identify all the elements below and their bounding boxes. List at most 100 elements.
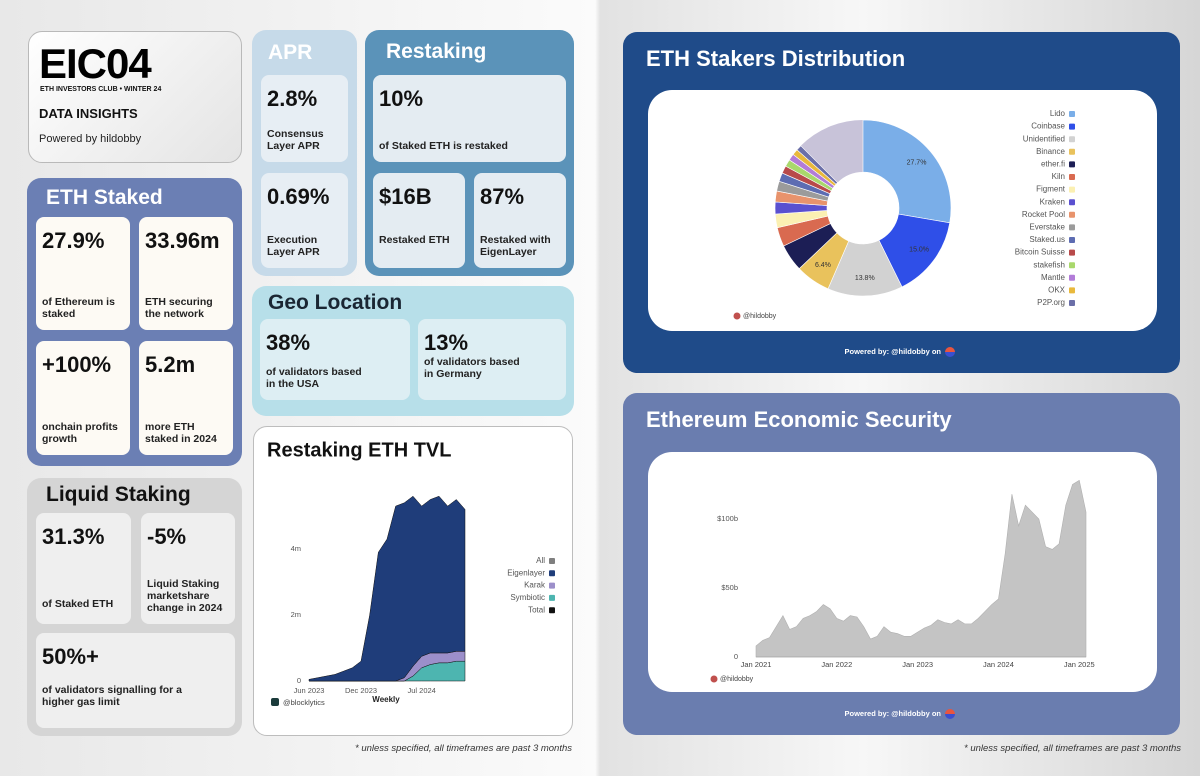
stat-tile: $16B Restaked ETH	[373, 173, 465, 268]
y-tick-label: 0	[297, 676, 301, 685]
stat-tile: 27.9% of Ethereum is staked	[36, 217, 130, 330]
legend-swatch	[1069, 274, 1075, 281]
stat-label: Execution Layer APR	[267, 234, 320, 258]
legend-swatch	[1069, 300, 1075, 306]
stat-value: -5%	[147, 524, 187, 549]
stat-tile: 87% Restaked with EigenLayer	[474, 173, 566, 268]
y-tick-label: 4m	[291, 544, 301, 553]
legend-swatch	[1069, 161, 1075, 168]
pie-card: ETH Stakers Distribution @hildobby Power…	[623, 32, 1180, 373]
logo-icon	[945, 709, 955, 714]
legend-label: Total	[528, 605, 545, 614]
data-label: 13.8%	[855, 275, 875, 282]
data-label: 15.0%	[909, 247, 929, 254]
legend-swatch	[1069, 262, 1075, 269]
stat-value: 0.69%	[267, 184, 330, 209]
pie-chart: ETH Stakers Distribution @hildobby Power…	[646, 46, 1075, 357]
source-icon	[733, 312, 741, 320]
tvl-chart: Restaking ETH TVL Weekly @blocklytics 0 2…	[267, 439, 555, 707]
stat-label: of Staked ETH	[42, 598, 114, 610]
stat-value: 87%	[480, 184, 525, 209]
security-card: Ethereum Economic Security @hildobby Pow…	[623, 393, 1180, 735]
legend-label: stakefish	[1033, 260, 1065, 269]
security-chart: Ethereum Economic Security @hildobby Pow…	[646, 407, 1095, 719]
stat-value: 2.8%	[267, 86, 318, 111]
legend-label: Kiln	[1052, 172, 1065, 181]
stat-label: of validators signalling for a higher ga…	[42, 684, 183, 708]
logo-icon	[945, 714, 955, 719]
legend-swatch	[1069, 136, 1075, 143]
stat-value: 10%	[379, 86, 424, 111]
y-tick-label: 2m	[291, 610, 301, 619]
logo-icon	[945, 347, 955, 352]
legend-label: Symbiotic	[510, 593, 545, 602]
stat-value: 38%	[266, 330, 311, 355]
legend-label: OKX	[1048, 286, 1066, 295]
legend-label: Lido	[1050, 109, 1066, 118]
card-title: Restaking	[386, 40, 487, 63]
x-tick-label: Jul 2024	[407, 686, 435, 695]
stat-tile: -5% Liquid Staking marketshare change in…	[141, 513, 235, 624]
credit: Powered by hildobby	[39, 133, 142, 145]
area	[308, 495, 466, 682]
x-tick-label: Dec 2023	[345, 686, 377, 695]
data-label: 6.4%	[815, 262, 831, 269]
x-tick-label: Jan 2022	[821, 660, 852, 669]
legend-label: All	[536, 556, 545, 565]
legend-label: Mantle	[1041, 273, 1066, 282]
legend-label: P2P.org	[1037, 298, 1065, 307]
stat-label: of Staked ETH is restaked	[379, 140, 508, 152]
apr-card: APR 2.8% Consensus Layer APR 0.69% Execu…	[252, 30, 357, 276]
stat-label: onchain profits growth	[42, 421, 118, 445]
stat-value: 50%+	[42, 644, 99, 669]
chart-title: Restaking ETH TVL	[267, 439, 451, 461]
stat-value: 13%	[424, 330, 469, 355]
legend-swatch	[1069, 237, 1075, 243]
x-tick-label: Jan 2021	[741, 660, 772, 669]
stat-tile: 38% of validators based in the USA	[260, 319, 410, 400]
y-tick-label: $50b	[721, 583, 738, 592]
legend-swatch	[1069, 287, 1075, 294]
legend-swatch	[1069, 174, 1075, 180]
stat-label: Consensus Layer APR	[267, 128, 324, 152]
legend-swatch	[1069, 148, 1075, 155]
legend-swatch	[549, 594, 555, 601]
stat-label: of Ethereum is staked	[42, 296, 115, 320]
stat-tile: 2.8% Consensus Layer APR	[261, 75, 348, 162]
powered-by: Powered by: @hildobby on	[845, 709, 942, 718]
card-title: Geo Location	[268, 291, 403, 314]
logo-card: EIC04 ETH INVESTORS CLUB • WINTER 24 DAT…	[28, 31, 242, 163]
pie-slice	[862, 119, 952, 224]
legend-swatch	[1069, 123, 1075, 130]
restaking-card: Restaking 10% of Staked ETH is restaked …	[365, 30, 574, 276]
legend-label: Figment	[1036, 185, 1066, 194]
x-tick-label: Jan 2023	[902, 660, 933, 669]
legend-label: Rocket Pool	[1022, 210, 1065, 219]
stat-value: 31.3%	[42, 524, 105, 549]
chart-title: Ethereum Economic Security	[646, 407, 952, 432]
card-title: APR	[268, 41, 313, 64]
geo-card: Geo Location 38% of validators based in …	[252, 286, 574, 416]
logo-subtitle: ETH INVESTORS CLUB • WINTER 24	[40, 86, 162, 93]
y-tick-label: $100b	[717, 514, 738, 523]
liquid-staking-card: Liquid Staking 31.3% of Staked ETH -5% L…	[27, 478, 242, 736]
legend-swatch	[1069, 224, 1075, 231]
legend-swatch	[1069, 249, 1075, 256]
source: @hildobby	[720, 676, 754, 683]
legend-swatch	[1069, 211, 1075, 218]
legend-label: Everstake	[1029, 223, 1065, 232]
stat-tile: 50%+ of validators signalling for a high…	[36, 633, 235, 728]
stat-tile: 10% of Staked ETH is restaked	[373, 75, 566, 162]
legend-swatch	[549, 558, 555, 564]
tvl-card: Restaking ETH TVL Weekly @blocklytics 0 2…	[253, 426, 573, 736]
chart-title: ETH Stakers Distribution	[646, 46, 905, 71]
stat-tile: 13% of validators based in Germany	[418, 319, 566, 400]
legend-swatch	[1069, 199, 1075, 206]
stat-tile: +100% onchain profits growth	[36, 341, 130, 455]
legend-label: Bitcoin Suisse	[1015, 248, 1066, 257]
stat-label: Restaked with EigenLayer	[480, 234, 551, 258]
pie-slice	[796, 145, 838, 185]
eth-staked-card: ETH Staked 27.9% of Ethereum is staked 3…	[27, 178, 242, 466]
source: @hildobby	[743, 313, 777, 320]
